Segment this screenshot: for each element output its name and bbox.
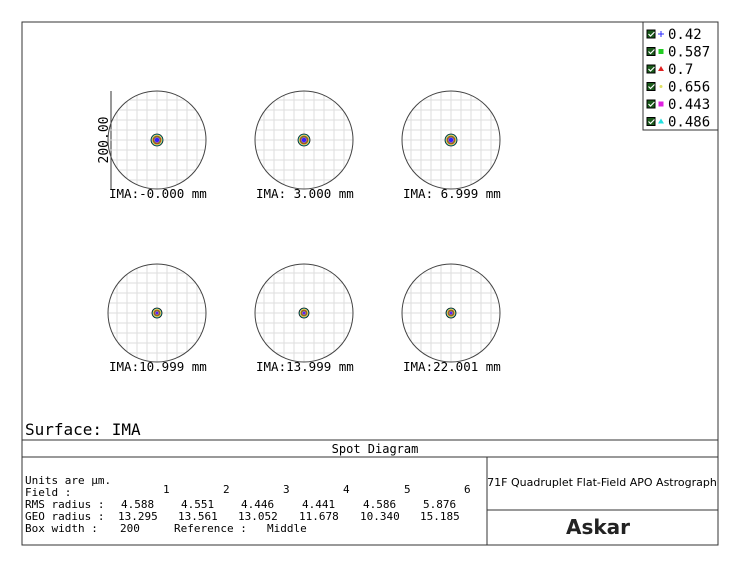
plot-title: Spot Diagram xyxy=(332,442,419,456)
brand-logo: Askar xyxy=(566,515,630,539)
legend-label: 0.656 xyxy=(668,80,710,96)
rms-value: 5.876 xyxy=(423,498,456,511)
geo-value: 15.185 xyxy=(420,510,460,523)
airy-disk xyxy=(107,263,207,363)
surface-label: Surface: IMA xyxy=(25,420,141,439)
row-label: RMS radius : xyxy=(25,498,104,511)
scale-label: 200.00 xyxy=(97,117,112,164)
airy-disk xyxy=(401,90,501,190)
geo-value: 11.678 xyxy=(299,510,339,523)
field-label: IMA: 6.999 mm xyxy=(403,186,501,201)
legend-symbol xyxy=(658,66,664,71)
grid xyxy=(402,91,500,189)
legend-check xyxy=(648,49,655,55)
spot-panel: IMA:22.001 mm xyxy=(401,263,501,374)
reference: Middle xyxy=(267,522,307,535)
legend-check xyxy=(648,84,655,90)
grid xyxy=(255,91,353,189)
rms-value: 4.588 xyxy=(121,498,154,511)
field-number: 1 xyxy=(163,483,170,496)
legend-checkbox xyxy=(646,99,656,109)
grid xyxy=(402,264,500,362)
field-number: 2 xyxy=(223,483,230,496)
row-label: Box width : xyxy=(25,522,98,535)
row-label: Reference : xyxy=(174,522,247,535)
spot xyxy=(302,138,306,142)
spot xyxy=(450,312,452,314)
legend-label: 0.587 xyxy=(668,45,710,61)
spot xyxy=(449,138,453,142)
spot-panel: IMA: 6.999 mm xyxy=(401,90,501,201)
field-label: IMA:-0.000 mm xyxy=(109,186,207,201)
field-number: 5 xyxy=(404,483,411,496)
field-label: IMA:13.999 mm xyxy=(256,359,354,374)
legend-checkbox xyxy=(646,64,656,74)
units-note: Units are µm. xyxy=(25,474,111,487)
field-number: 6 xyxy=(464,483,471,496)
spot-panel: IMA:10.999 mm xyxy=(107,263,207,374)
description: 71F Quadruplet Flat-Field APO Astrograph xyxy=(487,476,717,489)
field-label: IMA:22.001 mm xyxy=(403,359,501,374)
airy-disk xyxy=(254,263,354,363)
legend-label: 0.42 xyxy=(668,27,702,43)
legend-check xyxy=(648,119,655,125)
rms-value: 4.551 xyxy=(181,498,214,511)
airy-disk xyxy=(254,90,354,190)
airy-disk xyxy=(401,263,501,363)
legend-checkbox xyxy=(646,82,656,91)
box-width: 200 xyxy=(120,522,140,535)
legend-check xyxy=(648,31,655,37)
grid xyxy=(108,91,206,189)
row-label: Field : xyxy=(25,486,71,499)
geo-value: 13.052 xyxy=(238,510,278,523)
legend-checkbox xyxy=(646,117,656,126)
geo-value: 10.340 xyxy=(360,510,400,523)
row-label: GEO radius : xyxy=(25,510,104,523)
spot xyxy=(303,312,305,314)
airy-disk xyxy=(107,90,207,190)
legend-symbol xyxy=(658,118,664,124)
legend-symbol xyxy=(659,85,663,88)
field-number: 4 xyxy=(343,483,350,496)
legend-symbol xyxy=(658,31,664,37)
legend-checkbox xyxy=(646,47,656,56)
legend-check xyxy=(648,101,655,107)
legend-checkbox xyxy=(646,29,656,39)
field-number: 3 xyxy=(283,483,290,496)
geo-value: 13.295 xyxy=(118,510,158,523)
field-label: IMA: 3.000 mm xyxy=(256,186,354,201)
legend-label: 0.486 xyxy=(668,115,710,131)
rms-value: 4.441 xyxy=(302,498,335,511)
rms-value: 4.586 xyxy=(363,498,396,511)
legend-symbol xyxy=(658,49,664,54)
legend-label: 0.443 xyxy=(668,97,710,113)
legend-box xyxy=(642,21,719,131)
spot-panel: IMA:-0.000 mm xyxy=(107,90,207,201)
legend-label: 0.7 xyxy=(668,62,693,78)
geo-value: 13.561 xyxy=(178,510,218,523)
field-label: IMA:10.999 mm xyxy=(109,359,207,374)
legend-symbol xyxy=(658,101,664,107)
legend-check xyxy=(648,66,655,72)
rms-value: 4.446 xyxy=(241,498,274,511)
spot xyxy=(155,138,159,142)
spot-panel: IMA: 3.000 mm xyxy=(254,90,354,201)
spot xyxy=(156,312,158,314)
